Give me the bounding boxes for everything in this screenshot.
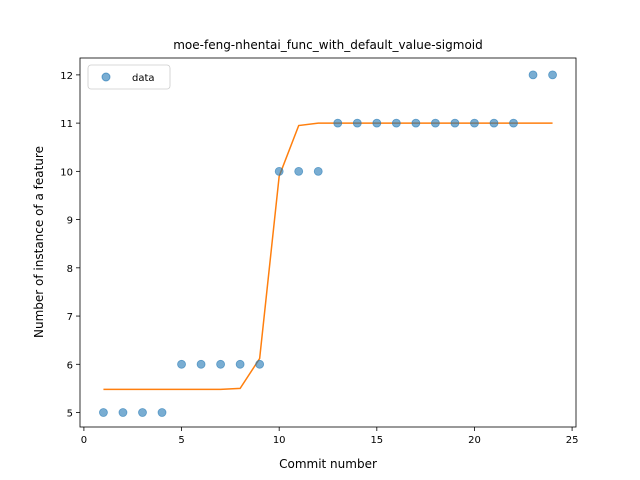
plot-area: 0 5 10 15 20 25 5 6 7 8 9 10 11 12: [60, 57, 579, 446]
data-point: [216, 359, 225, 369]
x-tick-label: 20: [468, 435, 481, 446]
y-tick-label: 11: [60, 119, 73, 130]
y-tick-label: 8: [67, 264, 73, 275]
data-point: [391, 118, 401, 128]
data-point: [548, 70, 557, 80]
data-point: [235, 359, 245, 369]
data-point: [157, 408, 167, 417]
data-point: [509, 118, 518, 128]
x-tick-label: 10: [273, 435, 286, 446]
data-point: [450, 118, 460, 128]
data-point: [274, 166, 284, 176]
x-tick-label: 15: [370, 435, 383, 446]
data-point: [333, 118, 343, 128]
data-point: [196, 359, 206, 369]
data-point: [372, 118, 382, 128]
data-point: [138, 408, 147, 417]
x-tick-label: 5: [178, 435, 184, 446]
y-axis-label: Number of instance of a feature: [32, 146, 46, 338]
y-tick-label: 10: [60, 167, 73, 178]
y-tick-label: 9: [67, 216, 73, 227]
data-point: [255, 359, 265, 369]
legend-box: [87, 64, 171, 90]
data-point: [99, 408, 108, 417]
legend: data: [87, 64, 171, 90]
data-point: [118, 408, 128, 417]
x-tick-label: 0: [81, 435, 87, 446]
axes-frame: [79, 57, 577, 428]
x-tick-label: 25: [566, 435, 579, 446]
y-tick-label: 6: [67, 360, 73, 371]
y-tick-label: 5: [67, 409, 73, 420]
data-point: [470, 118, 479, 128]
data-point: [177, 359, 186, 369]
chart-title: moe-feng-nhentai_func_with_default_value…: [173, 38, 483, 52]
y-tick-label: 12: [60, 71, 73, 82]
data-point: [294, 166, 304, 176]
legend-label: data: [132, 73, 155, 84]
data-point: [528, 70, 538, 80]
data-point: [411, 118, 421, 128]
data-point: [489, 118, 499, 128]
x-axis-label: Commit number: [279, 457, 377, 471]
y-tick-label: 7: [67, 312, 73, 323]
data-point: [313, 166, 323, 176]
data-point: [431, 118, 440, 128]
data-point: [352, 118, 362, 128]
legend-marker: [101, 72, 111, 82]
